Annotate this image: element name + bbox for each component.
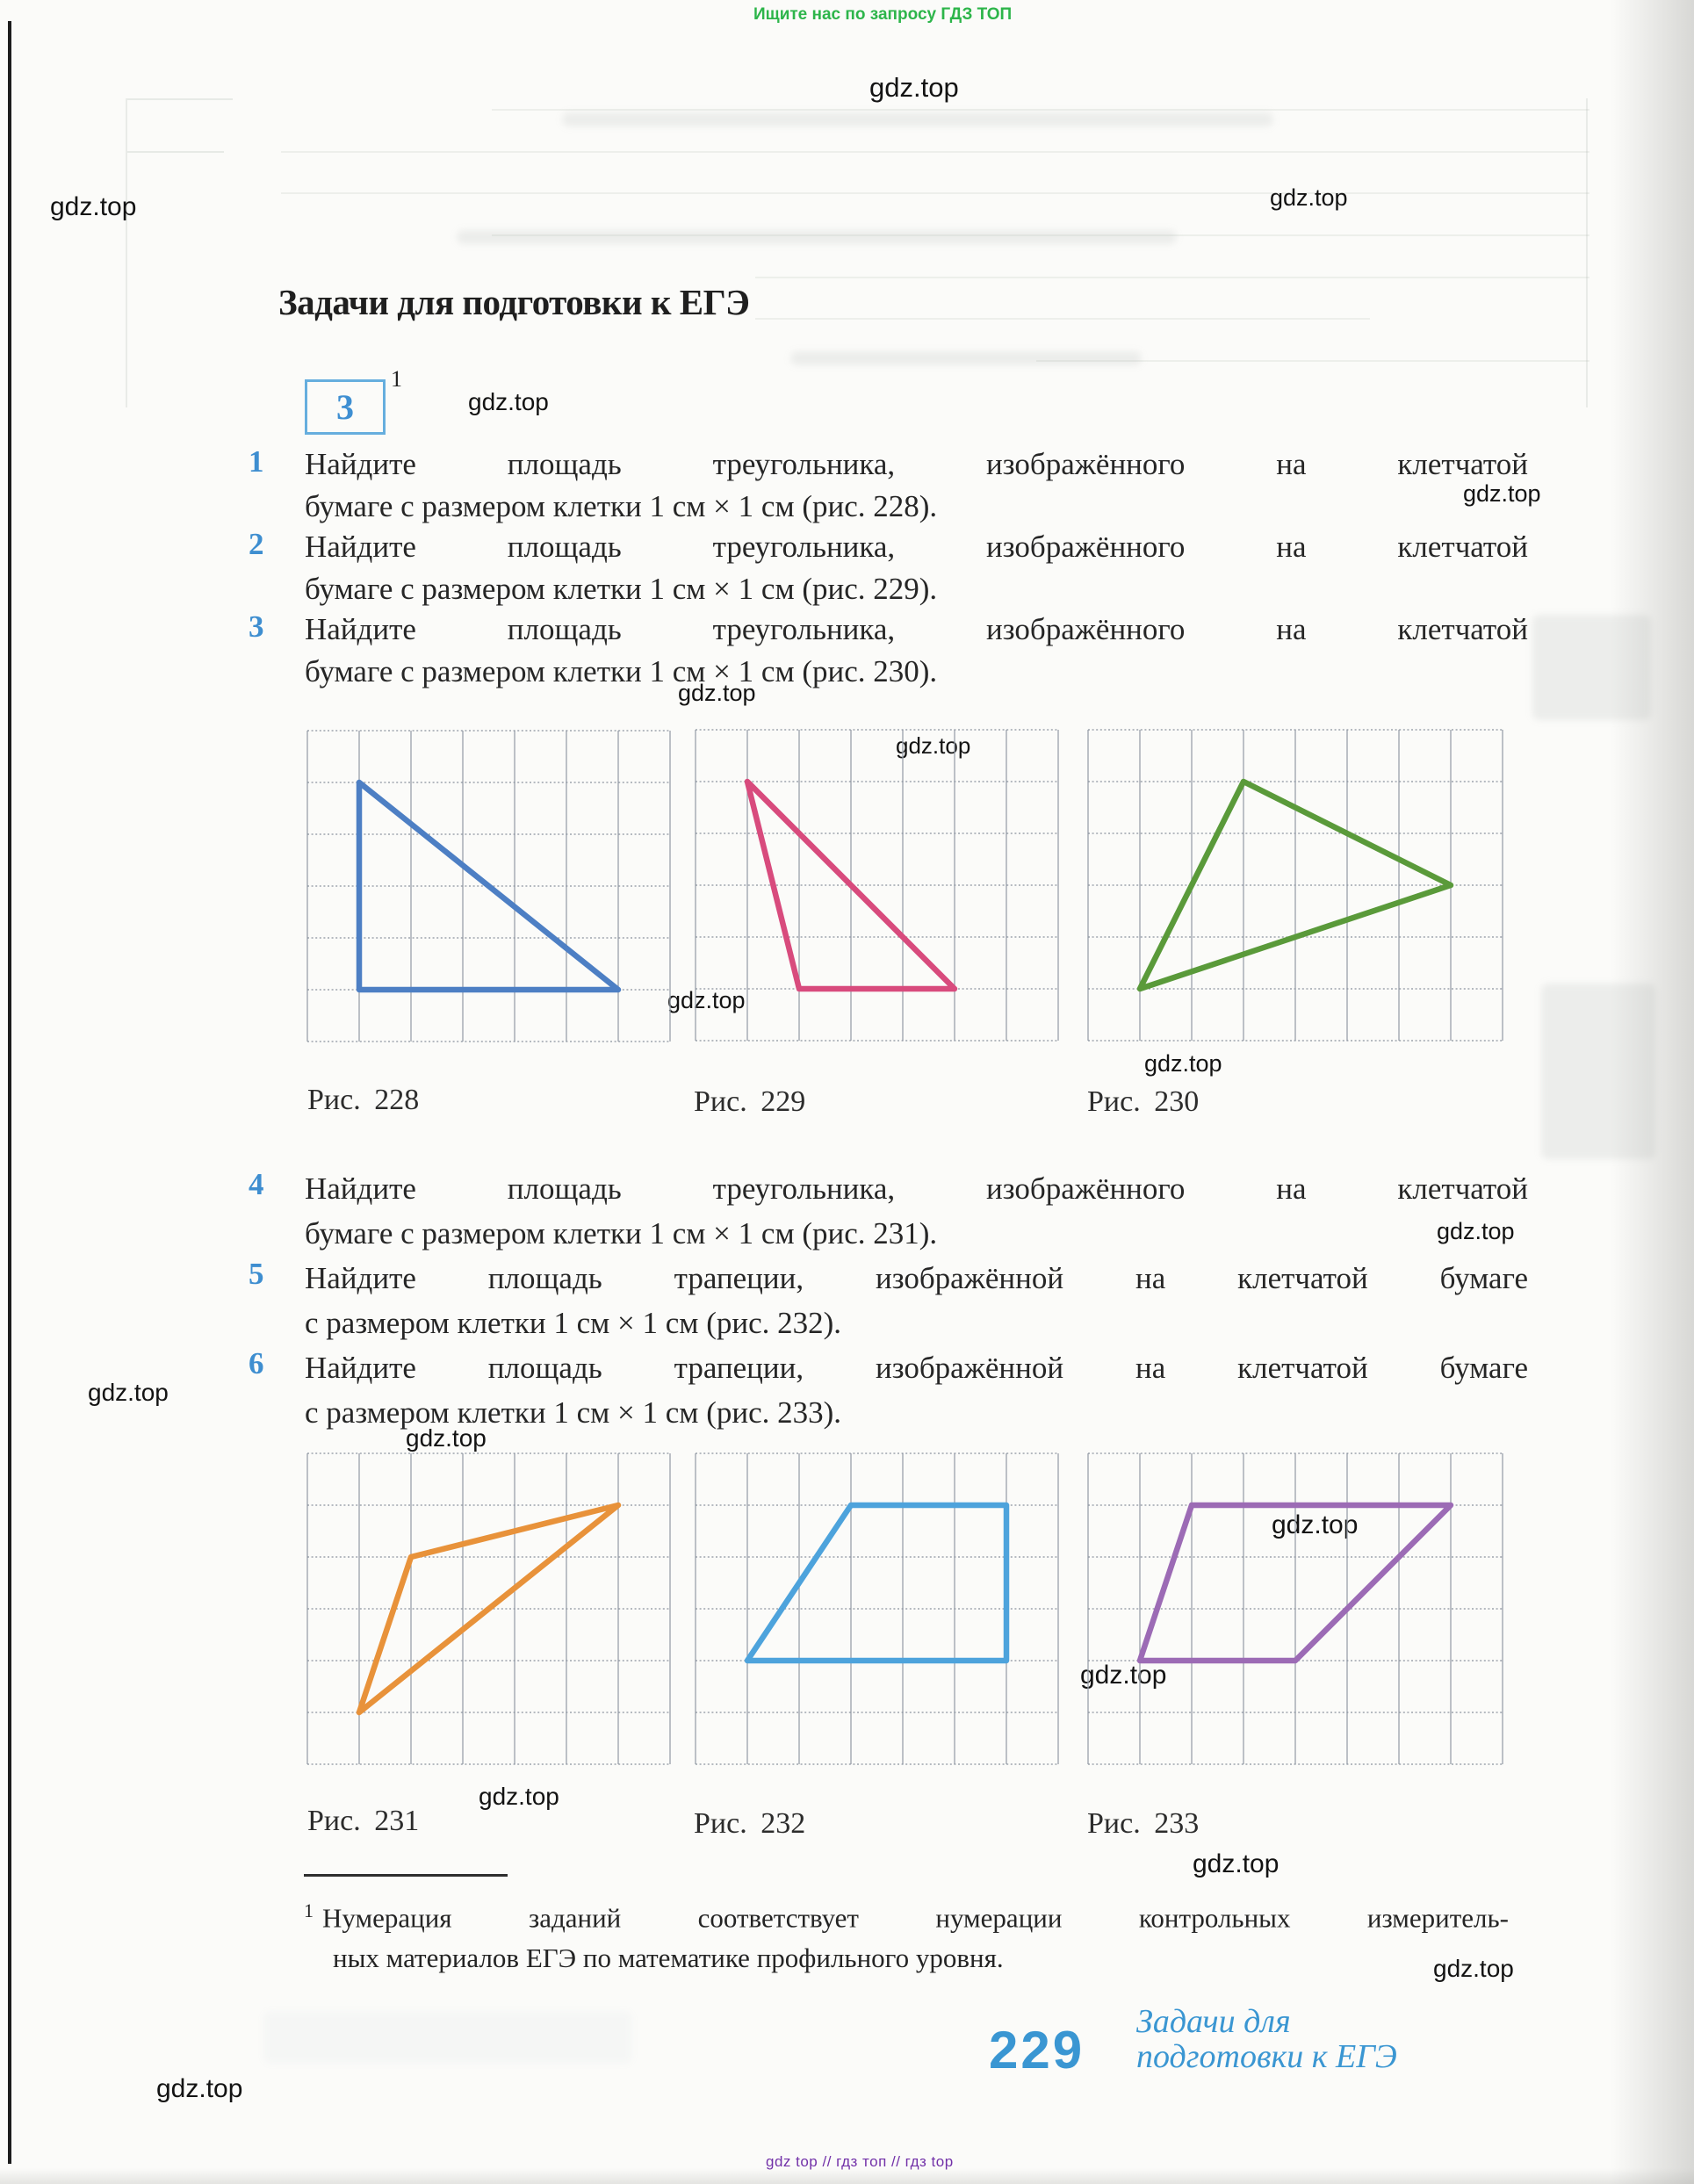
problem-number: 2 — [249, 527, 264, 561]
gdz-watermark: gdz.top — [1193, 1849, 1280, 1878]
figure-grid-231 — [303, 1449, 674, 1773]
gdz-watermark: gdz.top — [479, 1783, 559, 1810]
problem-text-line: Найдите площадь треугольника, изображённ… — [305, 612, 1528, 646]
problem-text-line: с размером клетки 1 см × 1 см (рис. 233)… — [305, 1395, 842, 1430]
gdz-watermark: gdz.top — [1272, 1510, 1359, 1539]
problem-number: 4 — [249, 1167, 264, 1201]
section-number: 3 — [336, 387, 354, 427]
problem-6: 6 Найдите площадь трапеции, изображённой… — [249, 1345, 1528, 1435]
page-edge-shadow-right — [1611, 0, 1694, 2184]
footnote-marker: 1 — [304, 1899, 314, 1921]
problem-number: 3 — [249, 609, 264, 644]
gdz-watermark: gdz.top — [156, 2074, 243, 2103]
problem-number: 1 — [249, 444, 264, 479]
figure-grid-229 — [691, 725, 1063, 1049]
footnote-text-line: ных материалов ЕГЭ по математике профиль… — [333, 1943, 1004, 1974]
section-number-box: 3 — [305, 379, 386, 435]
gdz-watermark: gdz.top — [869, 72, 959, 103]
gdz-watermark: gdz.top — [88, 1379, 169, 1406]
figure-caption-231: Рис. 231 — [307, 1805, 420, 1837]
problem-5: 5 Найдите площадь трапеции, изображённой… — [249, 1256, 1528, 1345]
problem-text-line: Найдите площадь треугольника, изображённ… — [305, 530, 1528, 564]
footnote: 1 Нумерация заданий соответствует нумерац… — [304, 1891, 1509, 1979]
footnote-reference: 1 — [391, 366, 402, 392]
problem-text-line: Найдите площадь треугольника, изображённ… — [305, 1171, 1528, 1206]
figure-grid-228 — [303, 726, 674, 1050]
problem-text-line: Найдите площадь трапеции, изображённой н… — [305, 1261, 1528, 1295]
footnote-text-line: Нумерация заданий соответствует нумераци… — [322, 1902, 1509, 1934]
page-number: 229 — [989, 2021, 1085, 2079]
page-title: Задачи для подготовки к ЕГЭ — [278, 282, 750, 322]
figure-grid-233 — [1084, 1449, 1507, 1773]
gdz-watermark: gdz.top — [50, 192, 137, 221]
problem-number: 6 — [249, 1346, 264, 1380]
footer-section-label: Задачи для — [1136, 2003, 1291, 2040]
page-edge-shadow-bottom — [0, 2168, 1694, 2184]
figure-caption-229: Рис. 229 — [694, 1085, 806, 1118]
problem-text-line: бумаге с размером клетки 1 см × 1 см (ри… — [305, 489, 938, 523]
footer-section-label: подготовки к ЕГЭ — [1136, 2038, 1397, 2075]
figure-caption-233: Рис. 233 — [1087, 1807, 1200, 1840]
gdz-watermark-footer: gdz top // гдз топ // гдз top — [766, 2153, 954, 2170]
problem-3: 3 Найдите площадь треугольника, изображё… — [249, 609, 1528, 693]
problem-2: 2 Найдите площадь треугольника, изображё… — [249, 526, 1528, 610]
gdz-watermark: gdz.top — [406, 1424, 487, 1452]
gdz-watermark: gdz.top — [1080, 1661, 1167, 1690]
problem-1: 1 Найдите площадь треугольника, изображё… — [249, 443, 1528, 528]
problem-text-line: бумаге с размером клетки 1 см × 1 см (ри… — [305, 654, 938, 688]
problem-text-line: Найдите площадь трапеции, изображённой н… — [305, 1351, 1528, 1385]
figure-grid-232 — [691, 1449, 1063, 1773]
figure-grid-230 — [1084, 725, 1507, 1049]
footnote-rule — [304, 1874, 508, 1877]
gdz-watermark: gdz.top — [468, 388, 549, 415]
book-spine-line — [8, 21, 11, 2164]
gdz-watermark: gdz.top — [1270, 184, 1348, 211]
search-notice-watermark: Ищите нас по запросу ГДЗ ТОП — [753, 5, 1013, 24]
gdz-watermark: gdz.top — [1433, 1955, 1514, 1982]
gdz-watermark: gdz.top — [896, 732, 971, 759]
problem-number: 5 — [249, 1257, 264, 1291]
problem-text-line: с размером клетки 1 см × 1 см (рис. 232)… — [305, 1306, 842, 1340]
figure-caption-230: Рис. 230 — [1087, 1085, 1200, 1118]
figure-caption-232: Рис. 232 — [694, 1807, 806, 1840]
problem-text-line: бумаге с размером клетки 1 см × 1 см (ри… — [305, 1216, 938, 1251]
gdz-watermark: gdz.top — [667, 987, 746, 1013]
problem-4: 4 Найдите площадь треугольника, изображё… — [249, 1166, 1528, 1256]
figure-caption-228: Рис. 228 — [307, 1084, 420, 1116]
problem-text-line: Найдите площадь треугольника, изображённ… — [305, 447, 1528, 481]
gdz-watermark: gdz.top — [1463, 480, 1541, 507]
gdz-watermark: gdz.top — [678, 680, 756, 706]
gdz-watermark: gdz.top — [1144, 1050, 1222, 1077]
gdz-watermark: gdz.top — [1437, 1218, 1515, 1244]
problem-text-line: бумаге с размером клетки 1 см × 1 см (ри… — [305, 572, 938, 606]
